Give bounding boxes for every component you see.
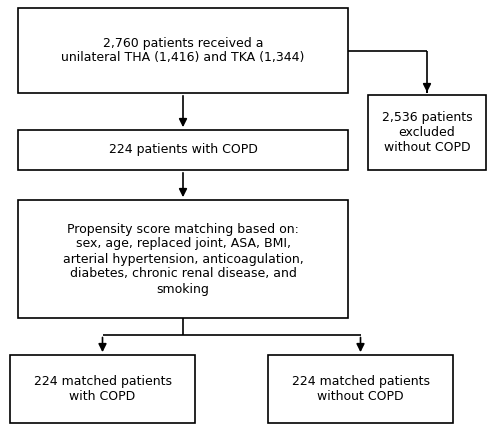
Text: 224 matched patients
with COPD: 224 matched patients with COPD [34,375,172,403]
Text: 2,760 patients received a
unilateral THA (1,416) and TKA (1,344): 2,760 patients received a unilateral THA… [62,36,304,64]
FancyBboxPatch shape [18,8,348,93]
Text: Propensity score matching based on:
sex, age, replaced joint, ASA, BMI,
arterial: Propensity score matching based on: sex,… [62,222,304,295]
Text: 2,536 patients
excluded
without COPD: 2,536 patients excluded without COPD [382,111,472,154]
Text: 224 patients with COPD: 224 patients with COPD [108,143,258,156]
FancyBboxPatch shape [368,95,486,170]
FancyBboxPatch shape [268,355,453,423]
FancyBboxPatch shape [18,200,348,318]
FancyBboxPatch shape [10,355,195,423]
Text: 224 matched patients
without COPD: 224 matched patients without COPD [292,375,430,403]
FancyBboxPatch shape [18,130,348,170]
